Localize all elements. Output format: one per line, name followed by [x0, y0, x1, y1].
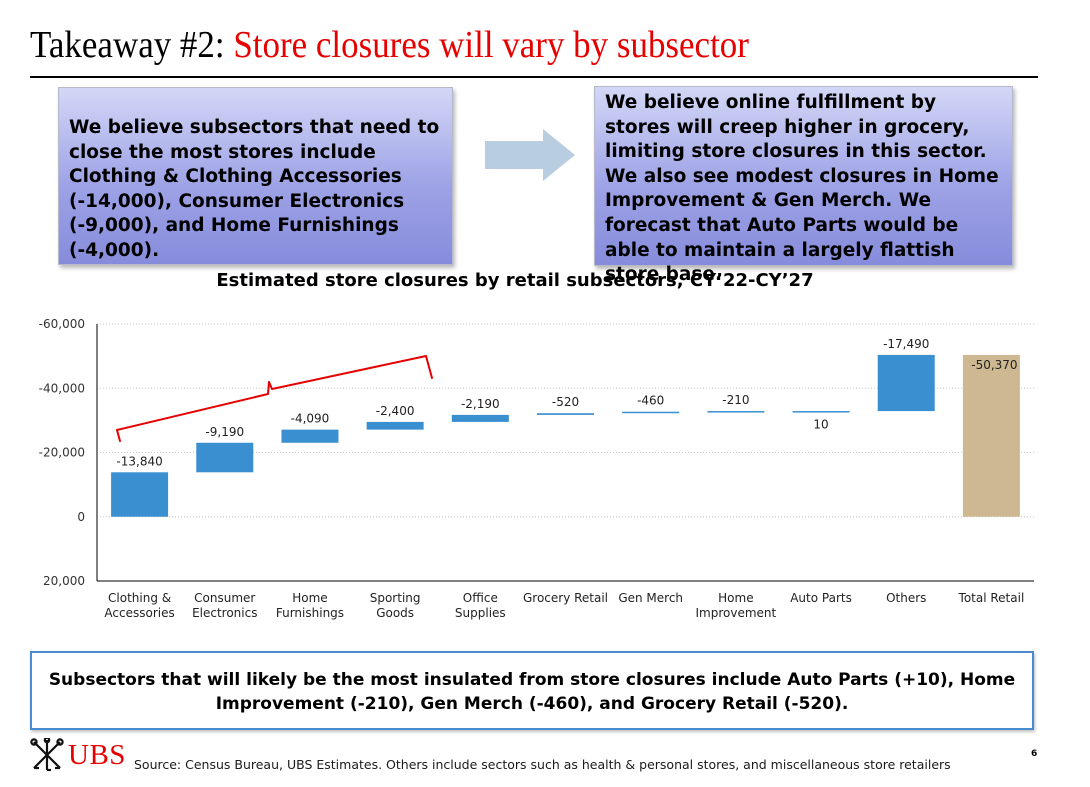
x-tick-label: Home: [718, 591, 753, 605]
insulated-subsectors-note: Subsectors that will likely be the most …: [30, 651, 1034, 730]
x-tick-label: Goods: [376, 606, 414, 620]
bar: [707, 411, 765, 413]
x-tick-label: Total Retail: [958, 591, 1025, 605]
data-label: 10: [813, 418, 828, 432]
y-tick-label: -40,000: [39, 381, 85, 395]
data-label: -17,490: [883, 337, 929, 351]
bar: [451, 414, 509, 422]
waterfall-chart: 20,000 0 -20,000 -40,000 -60,000 Clothing &Ac…: [39, 317, 1034, 620]
data-label: -2,190: [461, 397, 500, 411]
x-tick-label: Office: [463, 591, 498, 605]
data-label: -520: [552, 395, 579, 409]
y-tick-label: -60,000: [39, 317, 85, 331]
bar: [792, 411, 850, 413]
bar: [281, 429, 339, 443]
title-lead: Takeaway #2:: [30, 24, 225, 66]
bar-total: [962, 354, 1020, 517]
x-tick-label: Gen Merch: [618, 591, 683, 605]
ubs-logo: UBS: [30, 738, 126, 772]
right-arrow-icon: [485, 129, 575, 181]
bar: [622, 411, 680, 414]
chart-title: Estimated store closures by retail subse…: [216, 270, 814, 291]
data-labels: -13,840 -9,190 -4,090 -2,400 -2,190 -520 -460 -…: [116, 337, 1017, 468]
x-tick-label: Accessories: [104, 606, 174, 620]
bar: [877, 354, 935, 412]
axes: 20,000 0 -20,000 -40,000 -60,000 Clothing &Ac…: [39, 317, 1034, 620]
data-label: -4,090: [291, 412, 330, 426]
x-tick-label: Furnishings: [276, 606, 344, 620]
x-tick-label: Consumer: [194, 591, 255, 605]
title-divider: [30, 76, 1038, 78]
page-number: 6: [1031, 749, 1038, 759]
x-tick-label: Others: [886, 591, 926, 605]
bar: [196, 442, 254, 473]
callout-right: We believe online fulfillment by stores …: [594, 86, 1013, 285]
data-label: -13,840: [116, 454, 162, 468]
x-tick-label: Auto Parts: [790, 591, 852, 605]
data-label: -50,370: [971, 358, 1017, 372]
y-tick-label: 0: [77, 510, 85, 524]
page-title: Takeaway #2: Store closures will vary by…: [30, 22, 749, 68]
x-tick-label: Supplies: [455, 606, 506, 620]
x-tick-label: Sporting: [370, 591, 421, 605]
data-label: -2,400: [376, 404, 415, 418]
x-tick-label: Clothing &: [108, 591, 171, 605]
callout-left: We believe subsectors that need to close…: [58, 87, 453, 265]
y-tick-label: 20,000: [43, 574, 85, 588]
bar: [111, 472, 169, 517]
x-tick-label: Grocery Retail: [523, 591, 608, 605]
keys-logo-icon: [30, 738, 64, 772]
source-note: Source: Census Bureau, UBS Estimates. Ot…: [134, 757, 951, 772]
brace-annotation: [116, 355, 433, 442]
data-label: -210: [722, 393, 749, 407]
data-label: -9,190: [205, 425, 244, 439]
x-tick-label: Electronics: [192, 606, 257, 620]
logo-text: UBS: [68, 738, 126, 771]
y-tick-label: -20,000: [39, 446, 85, 460]
bar: [366, 421, 424, 430]
bars: [111, 354, 1020, 517]
bar: [537, 413, 594, 415]
x-tick-label: Home: [292, 591, 327, 605]
x-tick-label: Improvement: [695, 606, 776, 620]
title-accent: Store closures will vary by subsector: [233, 24, 749, 66]
data-label: -460: [637, 394, 664, 408]
gridlines: [97, 323, 1034, 518]
